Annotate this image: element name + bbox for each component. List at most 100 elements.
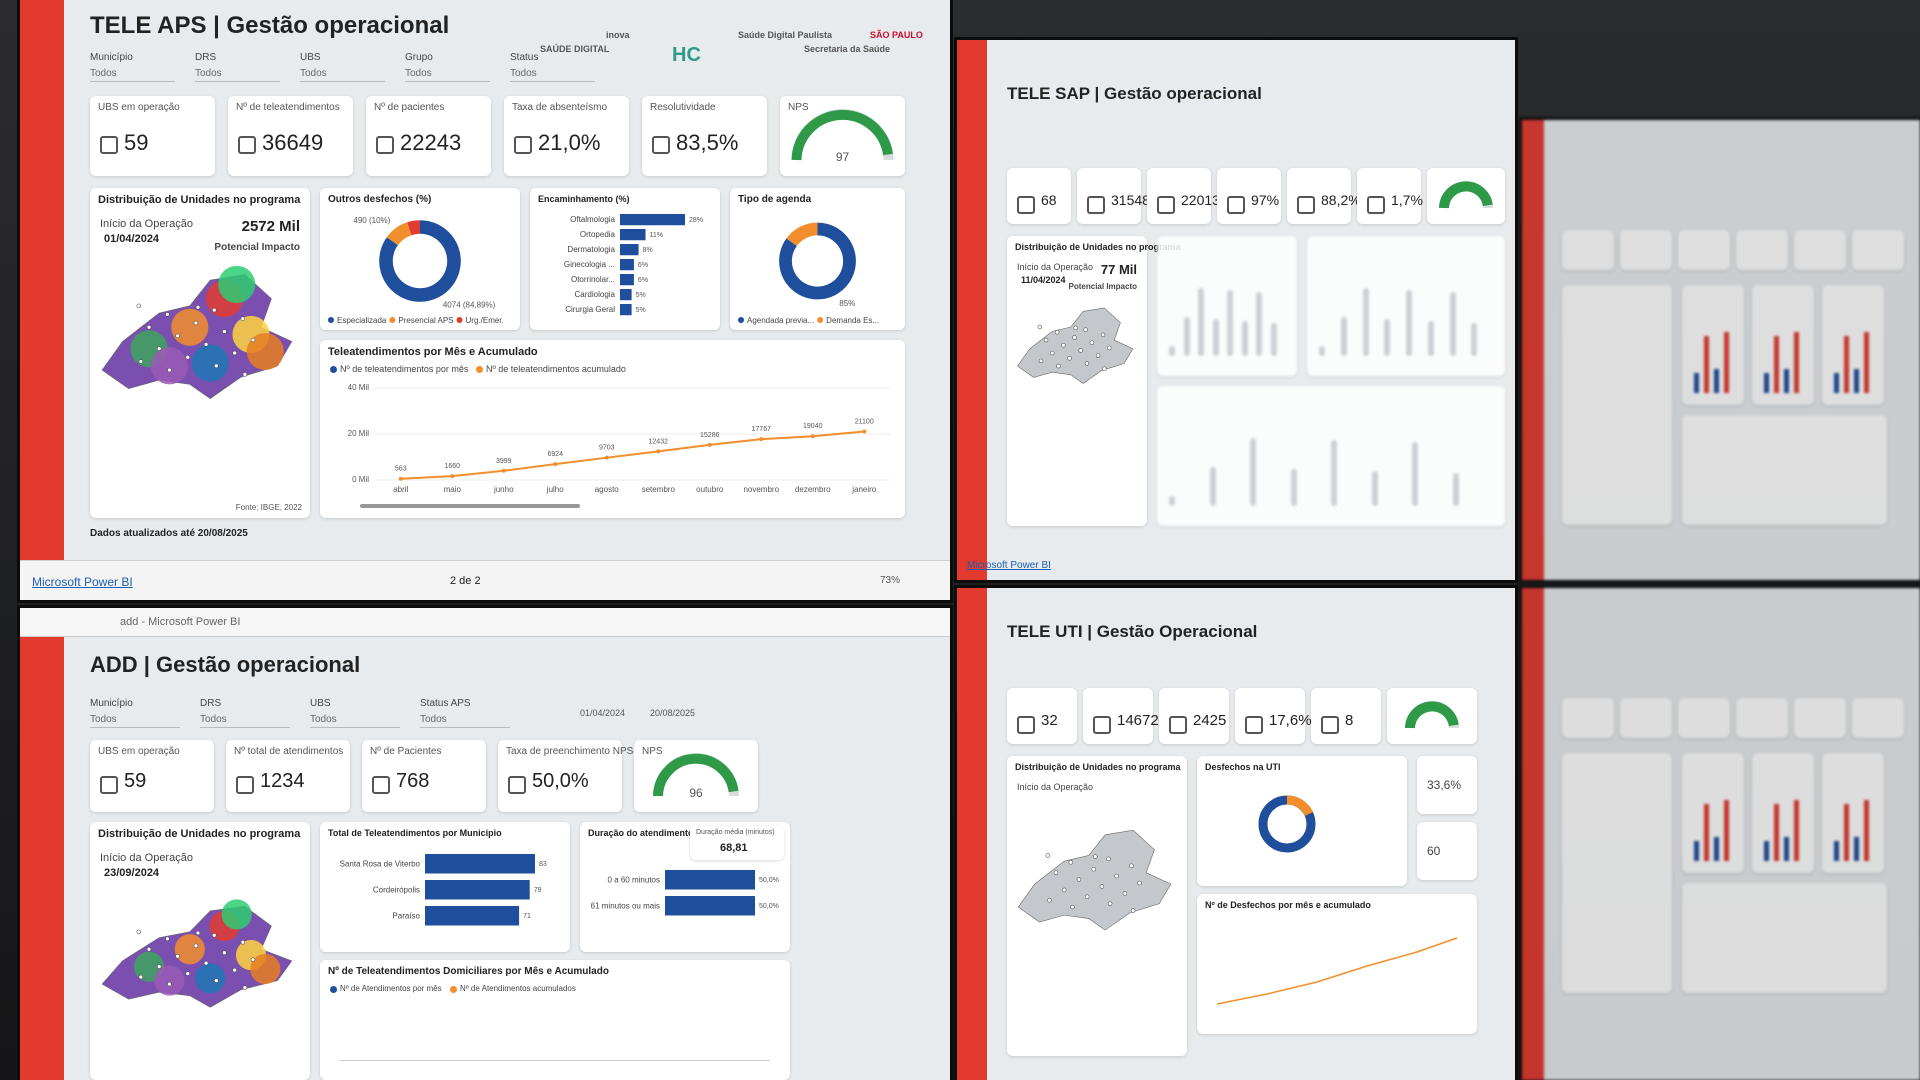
unit-marker [1130, 908, 1136, 913]
logo-text: inova [606, 30, 630, 40]
kpi-card: Nº total de atendimentos 1234 [226, 740, 350, 812]
unit-marker [222, 950, 227, 955]
data-label: 85% [839, 299, 855, 308]
kpi-card: 14672 [1083, 688, 1159, 744]
start-label: Início da Operação [1017, 782, 1094, 792]
screen-tele-uti: TELE UTI | Gestão Operacional 32 14672 2425… [957, 588, 1515, 1080]
start-label: Início da Operação [100, 218, 193, 230]
deco-bar [1427, 321, 1434, 356]
kpi-icon [1017, 196, 1035, 214]
kpi-value: 1,7% [1391, 191, 1423, 208]
deco-bar [1290, 469, 1297, 506]
category-label: Otorrinolar... [571, 275, 615, 284]
kpi-card-blurred [1794, 698, 1846, 738]
unit-marker [1106, 856, 1111, 862]
window-bar [20, 608, 950, 637]
filter-value: Todos [200, 714, 290, 728]
deco-bar [1784, 837, 1789, 861]
deco-bar [1834, 841, 1839, 861]
deco-bar [1331, 440, 1337, 506]
unit-marker [195, 305, 201, 310]
impact-label: Potencial Impacto [214, 242, 300, 253]
donut-segment [407, 220, 421, 236]
bar [620, 259, 634, 271]
region [218, 265, 256, 303]
x-tick-label: dezembro [795, 485, 831, 494]
kpi-card-blurred [1852, 698, 1904, 738]
kpi-card-blurred [1678, 698, 1730, 738]
source: Fonte: IBGE, 2022 [235, 503, 302, 512]
unit-marker [242, 985, 248, 990]
kpi-value: 59 [124, 129, 149, 155]
bar [425, 854, 535, 874]
filter-label: Município [90, 698, 133, 709]
sidebar [1522, 120, 1544, 580]
unit-marker [175, 333, 180, 339]
unit-marker [1056, 363, 1061, 369]
point [501, 468, 506, 473]
donut-card: Tipo de agenda 85% Agendada previa... Deman… [730, 188, 905, 330]
bar [620, 214, 685, 226]
data-label: 21100 [855, 418, 874, 425]
unit-marker [1078, 348, 1083, 353]
brand-link[interactable]: Microsoft Power BI [32, 575, 133, 589]
data-label: 8% [643, 247, 653, 254]
window-title: add - Microsoft Power BI [120, 616, 241, 628]
deco-bar [1250, 438, 1256, 506]
deco-bar [1198, 288, 1204, 356]
deco-bar [1340, 317, 1347, 356]
legend-label: Especializada [337, 316, 387, 325]
unit-marker [1102, 366, 1107, 371]
unit-marker [203, 342, 209, 347]
donut-segment [786, 222, 818, 247]
card-title: Distribuição de Unidades no programa [98, 194, 301, 206]
bar-card: Total de Teleatendimentos por Município S… [320, 822, 570, 952]
unit-marker [212, 307, 217, 313]
unit-marker [240, 316, 246, 321]
category-label: 61 minutos ou mais [591, 902, 660, 911]
deco-bar [1724, 800, 1729, 861]
start-label: Início da Operação [100, 852, 193, 864]
screen-blurred [1522, 588, 1920, 1080]
unit-marker [222, 329, 227, 334]
side-kpi: 60 [1417, 822, 1477, 880]
unit-marker [1072, 335, 1077, 340]
unit-marker [232, 967, 237, 973]
unit-marker [1070, 904, 1075, 910]
avg-card: Duração média (minutos) 68,81 [690, 826, 784, 860]
brand-link[interactable]: Microsoft Power BI [967, 560, 1051, 571]
sidebar [20, 636, 64, 1080]
screen-add: add - Microsoft Power BI ADD | Gestão ope… [20, 608, 950, 1080]
kpi-icon [100, 776, 118, 794]
kpi-icon [1087, 196, 1105, 214]
data-label: 1660 [444, 463, 460, 470]
legend-swatch [330, 366, 337, 373]
legend-label: Agendada previa... [747, 316, 814, 325]
filter-value: Todos [420, 714, 510, 728]
logo-text: HC [672, 44, 701, 66]
unit-marker [185, 354, 191, 360]
kpi-icon [652, 136, 670, 154]
chart-area [1017, 829, 1172, 931]
deco-bar [1452, 473, 1459, 506]
data-label: 17767 [752, 426, 772, 433]
kpi-value: 17,6% [1269, 711, 1312, 729]
kpi-value: 2425 [1193, 711, 1227, 729]
gauge-fill [1439, 181, 1493, 209]
kpi-label: Taxa de absenteísmo [512, 102, 608, 113]
bar-card: Encaminhamento (%) Oftalmologia 28% Ortoped… [530, 188, 720, 330]
scrollbar [360, 504, 580, 508]
kpi-icon [100, 136, 118, 154]
data-label: 6% [638, 277, 648, 284]
card-title: Desfechos na UTI [1205, 762, 1281, 772]
kpi-value: 33,6% [1427, 778, 1462, 792]
filter-value: Todos [310, 714, 400, 728]
map-card: Distribuição de Unidades no programa Iníc… [1007, 236, 1181, 526]
kpi-icon [238, 136, 256, 154]
card-title: Duração do atendimento [588, 828, 694, 838]
filter-label: DRS [195, 52, 217, 63]
legend-swatch [450, 986, 457, 993]
deco-bar [1774, 336, 1779, 393]
deco-bar [1270, 323, 1277, 356]
deco-bar [1794, 800, 1799, 861]
